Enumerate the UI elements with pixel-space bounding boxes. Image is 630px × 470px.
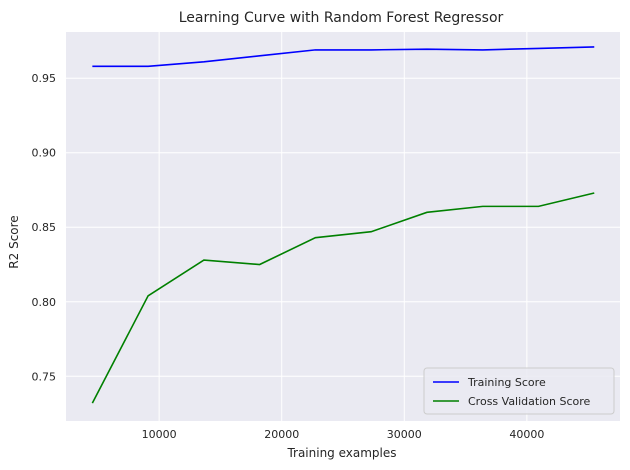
legend: Training Score Cross Validation Score (423, 367, 615, 415)
legend-box (423, 367, 615, 415)
plot-area (66, 32, 620, 421)
y-tick-label: 0.95 (32, 72, 57, 85)
legend-label-training-score: Training Score (467, 376, 546, 389)
series-line-training-score (92, 46, 595, 68)
y-tick-label: 0.90 (32, 147, 57, 160)
x-tick-labels: 10000 20000 30000 40000 (142, 428, 545, 441)
x-tick-label: 10000 (142, 428, 177, 441)
chart-title: Learning Curve with Random Forest Regres… (179, 10, 504, 26)
legend-label-cross-validation-score: Cross Validation Score (468, 395, 591, 408)
x-axis-label: Training examples (286, 446, 396, 460)
y-tick-label: 0.80 (32, 296, 57, 309)
y-axis-label: R2 Score (7, 215, 21, 268)
y-tick-label: 0.85 (32, 221, 57, 234)
x-tick-label: 30000 (387, 428, 422, 441)
series-layer (91, 46, 595, 404)
y-tick-labels: 0.75 0.80 0.85 0.90 0.95 (32, 72, 57, 383)
y-tick-label: 0.75 (32, 370, 57, 383)
x-gridlines (158, 32, 528, 421)
x-tick-label: 20000 (264, 428, 299, 441)
y-gridlines (66, 77, 620, 377)
series-line-cross-validation-score (91, 192, 595, 404)
x-tick-label: 40000 (509, 428, 544, 441)
